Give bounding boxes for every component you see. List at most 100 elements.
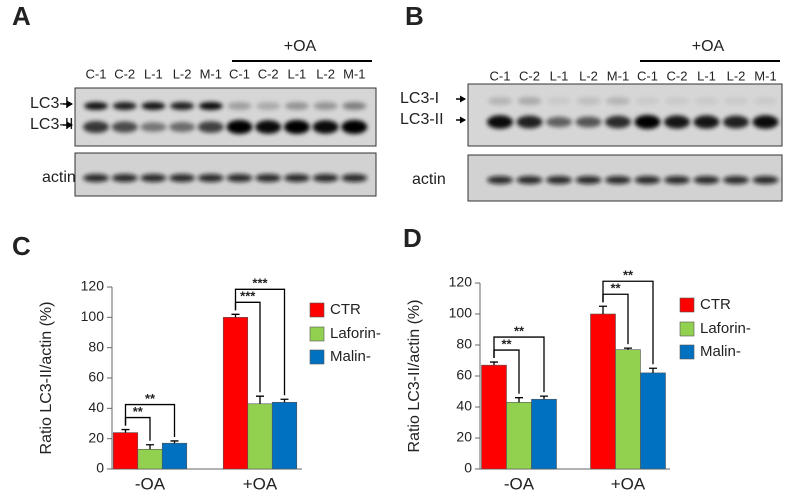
x-tick-label: -OA (504, 474, 535, 493)
y-tick-label: 60 (88, 369, 104, 385)
band (665, 97, 689, 105)
error-bar (280, 398, 289, 403)
band (605, 115, 631, 129)
x-tick-label: -OA (135, 474, 166, 493)
y-tick-label: 0 (464, 460, 472, 476)
panel-label: A (12, 1, 31, 31)
lane-label: L-2 (316, 66, 335, 81)
error-bar (515, 397, 523, 403)
error-bar (599, 305, 607, 314)
arrow-head (67, 121, 73, 129)
band (226, 120, 253, 134)
band (169, 174, 196, 182)
band (487, 115, 513, 129)
panel-label: B (405, 1, 424, 31)
error-bar (146, 444, 154, 450)
band-label: LC3-II (30, 116, 74, 133)
blot-lc3 (467, 83, 783, 147)
band (575, 116, 602, 128)
band-label: LC3-I (400, 90, 439, 107)
x-tick-label: +OA (243, 474, 278, 493)
band (283, 120, 310, 134)
lane-label: L-2 (579, 68, 598, 83)
band (312, 174, 339, 182)
lane-label: M-1 (607, 68, 629, 83)
bar (531, 398, 557, 470)
band (634, 115, 661, 129)
band (664, 115, 690, 129)
legend-label: CTR (330, 301, 361, 318)
legend-swatch (309, 349, 325, 365)
significance-label: *** (240, 289, 256, 304)
band (576, 97, 601, 105)
band (693, 115, 720, 129)
band (546, 116, 572, 128)
bar (222, 317, 249, 470)
band (197, 121, 224, 133)
bar (161, 442, 188, 470)
y-tick-label: 0 (96, 460, 104, 476)
error-bar (649, 367, 657, 373)
lane-label: L-1 (144, 66, 163, 81)
lane-label: C-1 (490, 68, 511, 83)
arrow-head (460, 95, 466, 103)
y-tick-label: 80 (88, 338, 104, 354)
band (693, 176, 720, 184)
band-label: LC3-I (30, 95, 69, 112)
y-tick-label: 120 (449, 274, 473, 290)
legend-swatch (309, 302, 325, 318)
lane-label: L-1 (288, 66, 307, 81)
band (226, 174, 253, 182)
y-tick-label: 60 (456, 367, 472, 383)
lane-label: C-2 (667, 68, 688, 83)
y-tick-label: 120 (81, 278, 105, 294)
lane-label: M-1 (343, 66, 365, 81)
y-axis-label: Ratio LC3-II/actin (%) (38, 302, 55, 455)
band (313, 102, 338, 110)
significance-label: *** (252, 276, 268, 291)
band (140, 174, 167, 182)
lane-label: C-2 (258, 66, 279, 81)
bar (481, 364, 507, 470)
y-axis-label: Ratio LC3-II/actin (%) (406, 300, 423, 453)
band (84, 102, 108, 110)
band (256, 102, 281, 110)
error-bar (490, 361, 498, 366)
bar (615, 349, 641, 470)
loading-label: actin (412, 171, 446, 188)
band (197, 174, 224, 182)
significance-bracket (493, 336, 545, 393)
band (606, 97, 630, 105)
legend-label: CTR (700, 296, 731, 313)
legend-swatch (679, 344, 695, 360)
band (112, 102, 137, 110)
band (723, 115, 749, 129)
band-label: LC3-II (400, 111, 444, 128)
blot-lc3 (74, 87, 377, 147)
significance-bracket (234, 288, 286, 396)
significance-label: ** (514, 323, 525, 338)
band (635, 97, 660, 105)
legend-swatch (309, 326, 325, 342)
arrow-head (460, 116, 466, 124)
treatment-label: +OA (692, 38, 725, 55)
band (198, 102, 223, 110)
significance-label: ** (623, 268, 634, 283)
lane-label: M-1 (200, 66, 222, 81)
band (516, 176, 543, 184)
significance-bracket (124, 403, 176, 437)
band (283, 174, 310, 182)
legend-label: Laforin- (330, 325, 381, 342)
loading-label: actin (42, 169, 76, 186)
band (634, 176, 661, 184)
band (312, 120, 339, 134)
lane-label: C-1 (86, 66, 107, 81)
treatment-label: +OA (284, 38, 317, 55)
band (169, 122, 196, 132)
band (111, 121, 138, 133)
band (752, 176, 779, 184)
band (752, 115, 779, 129)
bar (590, 313, 616, 470)
significance-label: ** (610, 281, 621, 296)
band (753, 97, 778, 105)
